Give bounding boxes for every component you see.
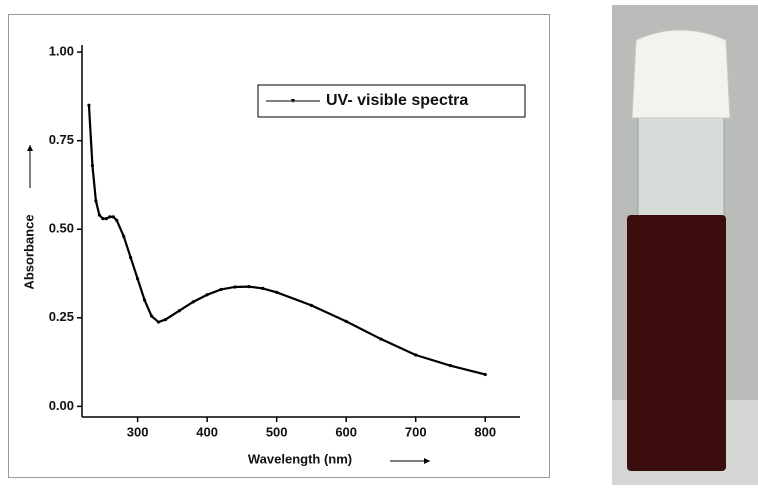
spectrum-point — [261, 286, 265, 290]
legend-label: UV- visible spectra — [326, 92, 468, 109]
spectrum-point — [142, 298, 147, 302]
spectrum-point — [309, 303, 314, 307]
x-arrow-head — [424, 458, 430, 464]
y-tick-label: 0.50 — [49, 221, 74, 236]
spectrum-point — [177, 309, 181, 313]
x-tick-label: 800 — [474, 424, 496, 439]
y-tick-label: 0.75 — [49, 132, 74, 147]
y-tick-label: 0.25 — [49, 309, 74, 324]
x-tick-label: 600 — [335, 424, 357, 439]
spectrum-point — [90, 163, 95, 168]
spectrum-point — [156, 320, 161, 324]
vial-cap — [631, 29, 731, 119]
spectrum-point — [115, 218, 119, 222]
legend-marker — [291, 99, 295, 103]
spectrum-point — [87, 103, 91, 107]
spectrum-point — [205, 293, 209, 297]
spectrum-point — [191, 300, 195, 304]
spectrum-point — [97, 213, 101, 217]
y-tick-label: 0.00 — [49, 398, 74, 413]
spectrum-point — [163, 317, 168, 322]
spectrum-point — [414, 353, 418, 357]
spectrum-point — [122, 234, 126, 238]
spectrum-point — [108, 215, 112, 219]
spectrum-point — [111, 215, 115, 219]
x-tick-label: 300 — [127, 424, 149, 439]
chart-frame — [8, 14, 550, 478]
spectrum-point — [275, 290, 279, 294]
vial-glass — [637, 109, 725, 221]
x-axis-label: Wavelength (nm) — [248, 451, 352, 466]
y-tick-label: 1.00 — [49, 44, 74, 59]
spectrum-point — [136, 277, 140, 281]
y-arrow-head — [27, 145, 33, 151]
spectrum-point — [483, 372, 487, 377]
spectrum-point — [448, 364, 453, 368]
spectrum-point — [149, 314, 154, 318]
spectrum-point — [219, 287, 223, 292]
spectrum-point — [104, 217, 108, 221]
y-axis-label: Absorbance — [21, 214, 36, 289]
spectrum-point — [379, 337, 383, 341]
spectrum-point — [344, 319, 348, 323]
spectrum-point — [233, 285, 237, 289]
spectrum-point — [247, 285, 251, 289]
spectrum-point — [129, 255, 133, 260]
spectrum-point — [101, 217, 105, 221]
x-tick-label: 400 — [196, 424, 218, 439]
x-tick-label: 500 — [266, 424, 288, 439]
spectrum-point — [94, 199, 98, 203]
photo — [612, 5, 758, 485]
x-tick-label: 700 — [405, 424, 427, 439]
vial-liquid — [627, 215, 726, 471]
